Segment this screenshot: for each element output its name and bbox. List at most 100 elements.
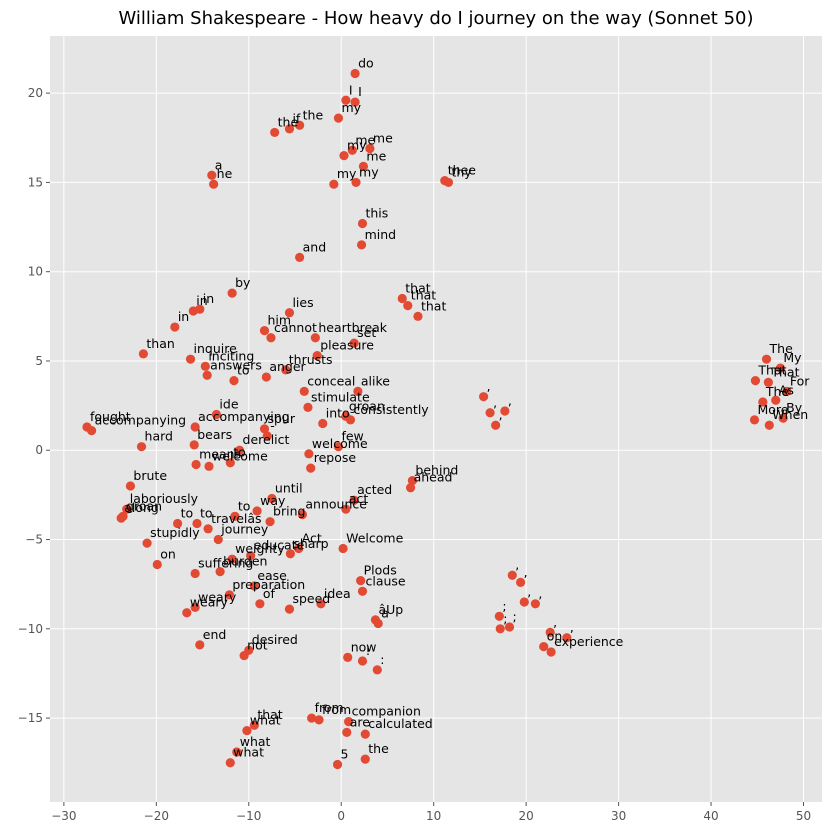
grid-lines: [50, 36, 822, 802]
point-label: on: [547, 629, 563, 644]
data-point: [344, 717, 354, 727]
point-label: acted: [357, 482, 392, 497]
point-label: sharp: [293, 536, 328, 551]
data-point: [203, 524, 213, 534]
data-point: [350, 97, 360, 107]
data-point: [360, 754, 370, 764]
point-label: my: [341, 100, 361, 115]
point-label: ,: [538, 586, 542, 601]
data-point: [373, 618, 383, 629]
x-tick-label: 10: [426, 809, 441, 823]
data-point: [500, 406, 510, 416]
data-point: [360, 729, 370, 739]
data-point: [504, 622, 515, 632]
point-label: that: [421, 298, 446, 313]
point-label: to: [200, 505, 213, 520]
data-point: [350, 68, 360, 79]
point-label: accompanying: [95, 413, 186, 428]
data-point: [407, 476, 418, 486]
point-label: ,: [499, 407, 503, 422]
data-point: [262, 431, 272, 441]
point-label: ,: [493, 395, 497, 410]
data-point: [87, 426, 97, 436]
point-label: and: [303, 239, 327, 254]
data-point: [761, 354, 772, 364]
point-label: clause: [365, 573, 405, 588]
point-label: welcome: [312, 436, 368, 451]
data-point: [304, 449, 314, 459]
data-point: [310, 333, 320, 343]
point-label: consistently: [353, 402, 429, 417]
data-point: [229, 376, 239, 386]
point-label: that: [405, 280, 430, 295]
point-label: me: [373, 130, 393, 145]
point-label: ease: [257, 568, 287, 583]
data-point: [200, 361, 210, 371]
y-tick-label: 0: [35, 443, 43, 457]
data-point: [284, 124, 295, 134]
point-label: bears: [197, 427, 232, 442]
data-point: [259, 424, 270, 434]
point-label: my: [337, 166, 357, 181]
point-label: now: [351, 639, 377, 654]
point-label: I: [349, 82, 353, 97]
point-label: brute: [133, 468, 167, 483]
data-point: [312, 351, 322, 361]
point-label: that: [411, 288, 436, 303]
data-point: [261, 372, 271, 382]
x-tick-label: 0: [337, 809, 345, 823]
point-label: travelâs: [211, 511, 261, 526]
data-point: [303, 402, 313, 412]
data-point: [338, 543, 348, 554]
point-label: a: [215, 157, 223, 172]
point-label: laboriously: [130, 491, 199, 506]
data-point: [211, 409, 222, 420]
point-label: not: [247, 638, 268, 653]
x-tick-label: −30: [51, 809, 76, 823]
data-point: [239, 650, 249, 661]
data-point: [295, 120, 305, 130]
data-point: [172, 518, 183, 529]
point-label: ,: [570, 620, 574, 635]
point-label: from: [322, 702, 351, 717]
data-point: [479, 392, 489, 402]
point-label: ;: [503, 611, 507, 626]
data-point: [295, 252, 305, 263]
point-label: weary: [190, 595, 229, 610]
y-tick-label: −15: [18, 711, 43, 725]
data-point: [342, 727, 352, 737]
point-label: a: [381, 605, 389, 620]
point-label: 5: [341, 747, 349, 762]
data-point: [284, 604, 295, 614]
point-label: ,: [487, 379, 491, 394]
point-label: spur: [267, 411, 295, 426]
data-point: [227, 288, 237, 298]
data-point: [202, 370, 212, 380]
data-point: [267, 493, 277, 504]
point-label: As: [779, 382, 794, 397]
point-label: what: [250, 713, 281, 728]
data-point: [182, 608, 192, 618]
data-point: [507, 570, 517, 580]
data-point: [546, 647, 556, 657]
data-point: [213, 534, 223, 545]
data-point: [372, 665, 382, 675]
point-label: ahead: [414, 470, 453, 485]
data-point: [357, 218, 368, 229]
data-point: [285, 549, 295, 559]
point-label: cannot: [274, 320, 317, 335]
data-point: [771, 395, 781, 405]
data-point: [339, 151, 349, 161]
point-label: anger: [269, 359, 306, 374]
point-label: this: [365, 205, 388, 220]
data-point: [530, 599, 540, 609]
data-point: [357, 586, 368, 596]
point-label: in: [203, 291, 214, 306]
point-label: ide: [219, 397, 238, 412]
data-point: [299, 386, 309, 396]
point-label: For: [790, 373, 810, 388]
data-point: [333, 113, 344, 123]
data-point: [349, 338, 359, 348]
point-label: calculated: [368, 716, 432, 731]
data-point: [215, 567, 225, 577]
